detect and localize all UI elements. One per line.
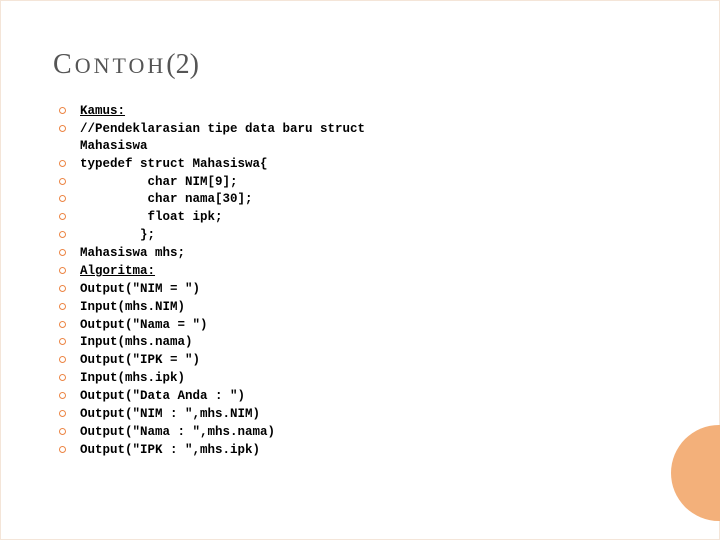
bullet-icon xyxy=(59,321,66,328)
list-item: Output("NIM = ") xyxy=(59,281,667,298)
list-item: char nama[30]; xyxy=(59,191,667,208)
list-item: char NIM[9]; xyxy=(59,174,667,191)
title-paren: (2) xyxy=(166,49,199,80)
bullet-icon xyxy=(59,195,66,202)
list-item-text: Output("Nama = ") xyxy=(80,317,208,334)
list-item-text: Mahasiswa mhs; xyxy=(80,245,185,262)
list-item-text: float ipk; xyxy=(80,209,223,226)
list-item-text: Algoritma: xyxy=(80,263,155,280)
list-item: Input(mhs.ipk) xyxy=(59,370,667,387)
list-item-text: char NIM[9]; xyxy=(80,174,238,191)
list-item: }; xyxy=(59,227,667,244)
title-firstrest: ONTOH xyxy=(75,53,167,78)
list-item-text: Kamus: xyxy=(80,103,125,120)
list-item: Input(mhs.nama) xyxy=(59,334,667,351)
bullet-icon xyxy=(59,356,66,363)
list-item: typedef struct Mahasiswa{ xyxy=(59,156,667,173)
content-list: Kamus://Pendeklarasian tipe data baru st… xyxy=(53,103,667,459)
bullet-icon xyxy=(59,267,66,274)
slide-title: CONTOH(2) xyxy=(53,49,667,81)
list-item: float ipk; xyxy=(59,209,667,226)
list-item: Mahasiswa mhs; xyxy=(59,245,667,262)
list-item: Output("Nama : ",mhs.nama) xyxy=(59,424,667,441)
list-item-text: Output("IPK : ",mhs.ipk) xyxy=(80,442,260,459)
list-item-text: Output("Nama : ",mhs.nama) xyxy=(80,424,275,441)
bullet-icon xyxy=(59,285,66,292)
bullet-icon xyxy=(59,303,66,310)
bullet-icon xyxy=(59,107,66,114)
list-item: Kamus: xyxy=(59,103,667,120)
list-item-text: Output("NIM = ") xyxy=(80,281,200,298)
list-item-text: Output("IPK = ") xyxy=(80,352,200,369)
list-item: //Pendeklarasian tipe data baru struct M… xyxy=(59,121,667,155)
decorative-circle xyxy=(671,425,720,521)
bullet-icon xyxy=(59,178,66,185)
bullet-icon xyxy=(59,249,66,256)
bullet-icon xyxy=(59,213,66,220)
list-item: Output("IPK = ") xyxy=(59,352,667,369)
title-firstcap: C xyxy=(53,49,75,80)
list-item-text: Output("Data Anda : ") xyxy=(80,388,245,405)
bullet-icon xyxy=(59,428,66,435)
list-item: Input(mhs.NIM) xyxy=(59,299,667,316)
bullet-icon xyxy=(59,410,66,417)
bullet-icon xyxy=(59,231,66,238)
list-item: Output("Nama = ") xyxy=(59,317,667,334)
bullet-icon xyxy=(59,160,66,167)
list-item-text: char nama[30]; xyxy=(80,191,253,208)
list-item-text: //Pendeklarasian tipe data baru struct M… xyxy=(80,121,365,155)
list-item: Output("IPK : ",mhs.ipk) xyxy=(59,442,667,459)
slide: CONTOH(2) Kamus://Pendeklarasian tipe da… xyxy=(0,0,720,540)
list-item-text: }; xyxy=(80,227,155,244)
bullet-icon xyxy=(59,374,66,381)
list-item-text: Input(mhs.ipk) xyxy=(80,370,185,387)
list-item-text: Input(mhs.NIM) xyxy=(80,299,185,316)
bullet-icon xyxy=(59,338,66,345)
list-item-text: Output("NIM : ",mhs.NIM) xyxy=(80,406,260,423)
bullet-icon xyxy=(59,392,66,399)
bullet-icon xyxy=(59,125,66,132)
list-item-text: Input(mhs.nama) xyxy=(80,334,193,351)
list-item-text: typedef struct Mahasiswa{ xyxy=(80,156,268,173)
list-item: Algoritma: xyxy=(59,263,667,280)
bullet-icon xyxy=(59,446,66,453)
list-item: Output("Data Anda : ") xyxy=(59,388,667,405)
list-item: Output("NIM : ",mhs.NIM) xyxy=(59,406,667,423)
